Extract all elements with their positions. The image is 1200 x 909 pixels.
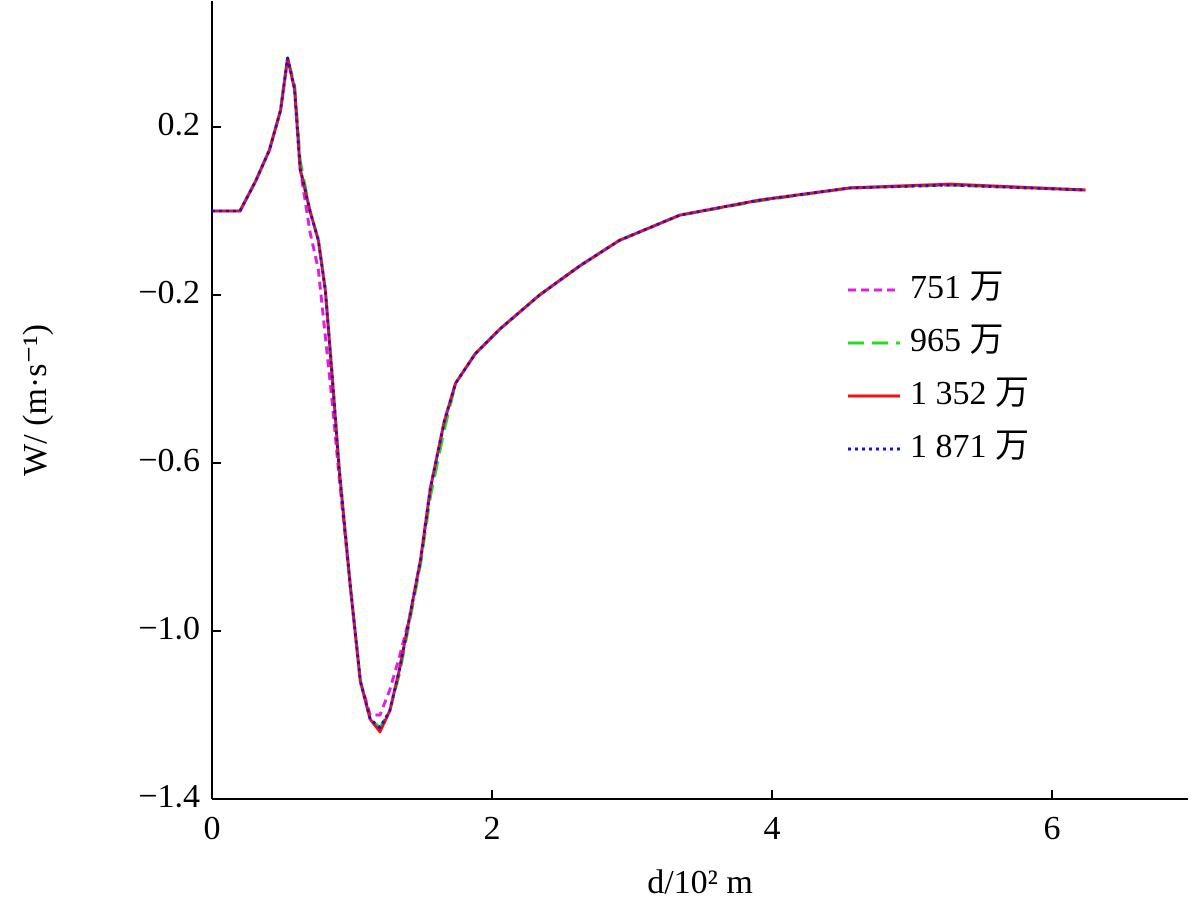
- x-tick-label: 2: [484, 810, 501, 847]
- y-tick-label: 0.2: [158, 106, 201, 143]
- x-axis-title: d/10² m: [647, 864, 753, 901]
- y-tick-label: −1.4: [138, 778, 200, 815]
- x-tick-label: 6: [1044, 810, 1061, 847]
- legend-label: 751 万: [910, 269, 1004, 306]
- y-axis-title: W/ (m·s⁻¹): [17, 324, 54, 476]
- y-tick-label: −0.6: [138, 442, 200, 479]
- data-line: [212, 56, 1086, 717]
- legend-label: 1 871 万: [910, 428, 1029, 465]
- y-tick-label: −0.2: [138, 274, 200, 311]
- legend-label: 1 352 万: [910, 375, 1029, 412]
- x-tick-label: 4: [764, 810, 781, 847]
- y-tick-label: −1.0: [138, 610, 200, 647]
- x-tick-label: 0: [204, 810, 221, 847]
- legend-label: 965 万: [910, 322, 1004, 359]
- data-line: [212, 56, 1086, 730]
